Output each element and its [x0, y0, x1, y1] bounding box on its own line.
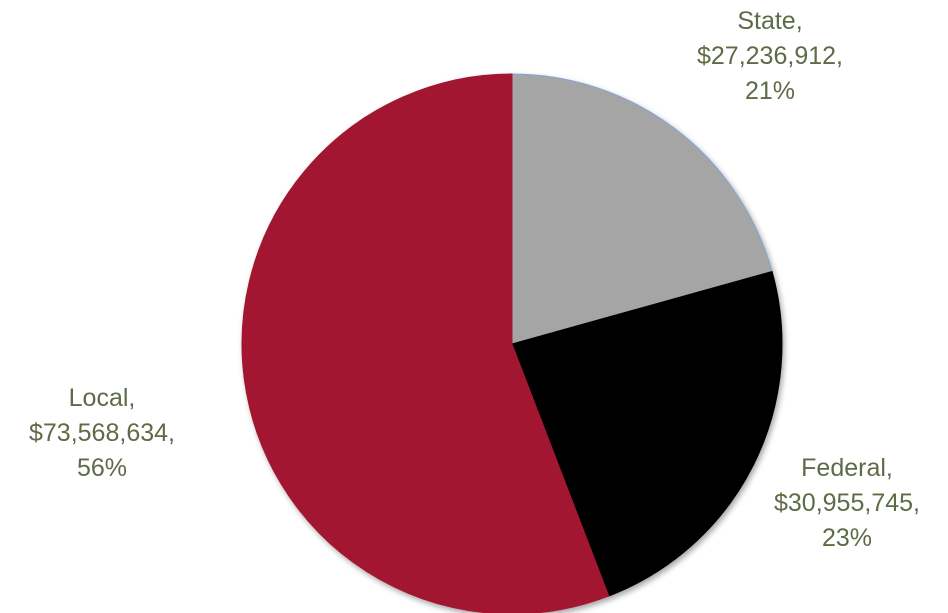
- data-label-federal-percent: 23%: [821, 524, 873, 552]
- data-label-state-percent: 21%: [744, 77, 796, 105]
- data-label-local: Local, $73,568,634, 56%: [0, 381, 204, 486]
- data-label-state-name: State,: [737, 7, 803, 35]
- pie-slice-state: [511, 73, 773, 345]
- data-label-local-percent: 56%: [76, 454, 128, 482]
- data-label-state-value: $27,236,912,: [697, 42, 843, 70]
- pie-slice-local: [241, 73, 610, 613]
- data-label-federal-value: $30,955,745,: [774, 489, 920, 517]
- data-label-federal: Federal, $30,955,745, 23%: [747, 451, 947, 556]
- pie-slice-federal: [511, 270, 783, 597]
- data-label-local-name: Local,: [68, 384, 136, 412]
- data-label-local-value: $73,568,634,: [29, 419, 175, 447]
- data-label-federal-name: Federal,: [801, 454, 893, 482]
- data-label-state: State, $27,236,912, 21%: [660, 4, 880, 109]
- pie-slices: [241, 73, 783, 613]
